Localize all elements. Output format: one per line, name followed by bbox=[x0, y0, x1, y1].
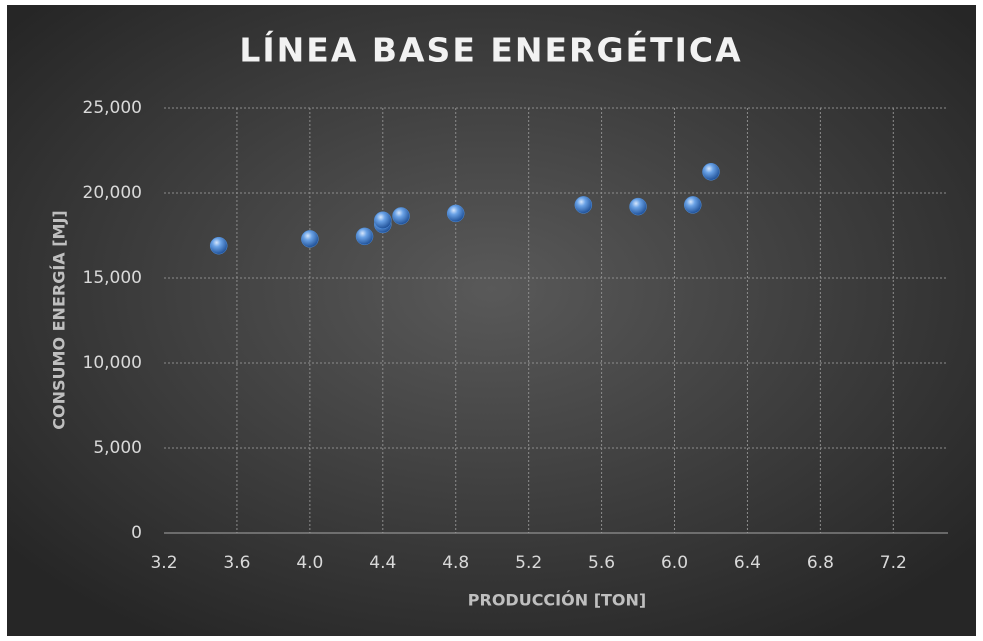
y-tick-label: 0 bbox=[131, 523, 142, 543]
x-tick-label: 4.4 bbox=[369, 553, 396, 573]
point bbox=[392, 207, 410, 225]
x-tick-label: 4.0 bbox=[296, 553, 323, 573]
x-tick-label: 6.8 bbox=[807, 553, 834, 573]
x-tick-label: 5.2 bbox=[515, 553, 542, 573]
x-tick-label: 4.8 bbox=[442, 553, 469, 573]
x-tick-label: 6.4 bbox=[734, 553, 761, 573]
point bbox=[446, 204, 465, 223]
point bbox=[374, 211, 392, 229]
point bbox=[574, 196, 593, 214]
y-axis-label: CONSUMO ENERGÍA [MJ] bbox=[50, 210, 69, 429]
chart-background bbox=[7, 5, 976, 636]
point bbox=[629, 197, 647, 216]
point bbox=[209, 236, 228, 255]
x-tick-label: 3.2 bbox=[150, 553, 177, 573]
y-tick-label: 15,000 bbox=[83, 268, 142, 288]
point bbox=[355, 227, 374, 246]
y-tick-label: 25,000 bbox=[83, 98, 142, 118]
x-tick-label: 7.2 bbox=[880, 553, 907, 573]
y-tick-label: 5,000 bbox=[93, 438, 142, 458]
point bbox=[702, 163, 720, 181]
x-tick-label: 6.0 bbox=[661, 553, 688, 573]
y-tick-label: 10,000 bbox=[83, 353, 142, 373]
point bbox=[301, 230, 319, 248]
y-tick-label: 20,000 bbox=[83, 183, 142, 203]
x-tick-label: 3.6 bbox=[223, 553, 250, 573]
point bbox=[683, 196, 702, 214]
chart-title: LÍNEA BASE ENERGÉTICA bbox=[239, 30, 742, 70]
x-tick-label: 5.6 bbox=[588, 553, 615, 573]
x-axis-label: PRODUCCIÓN [TON] bbox=[468, 591, 646, 610]
